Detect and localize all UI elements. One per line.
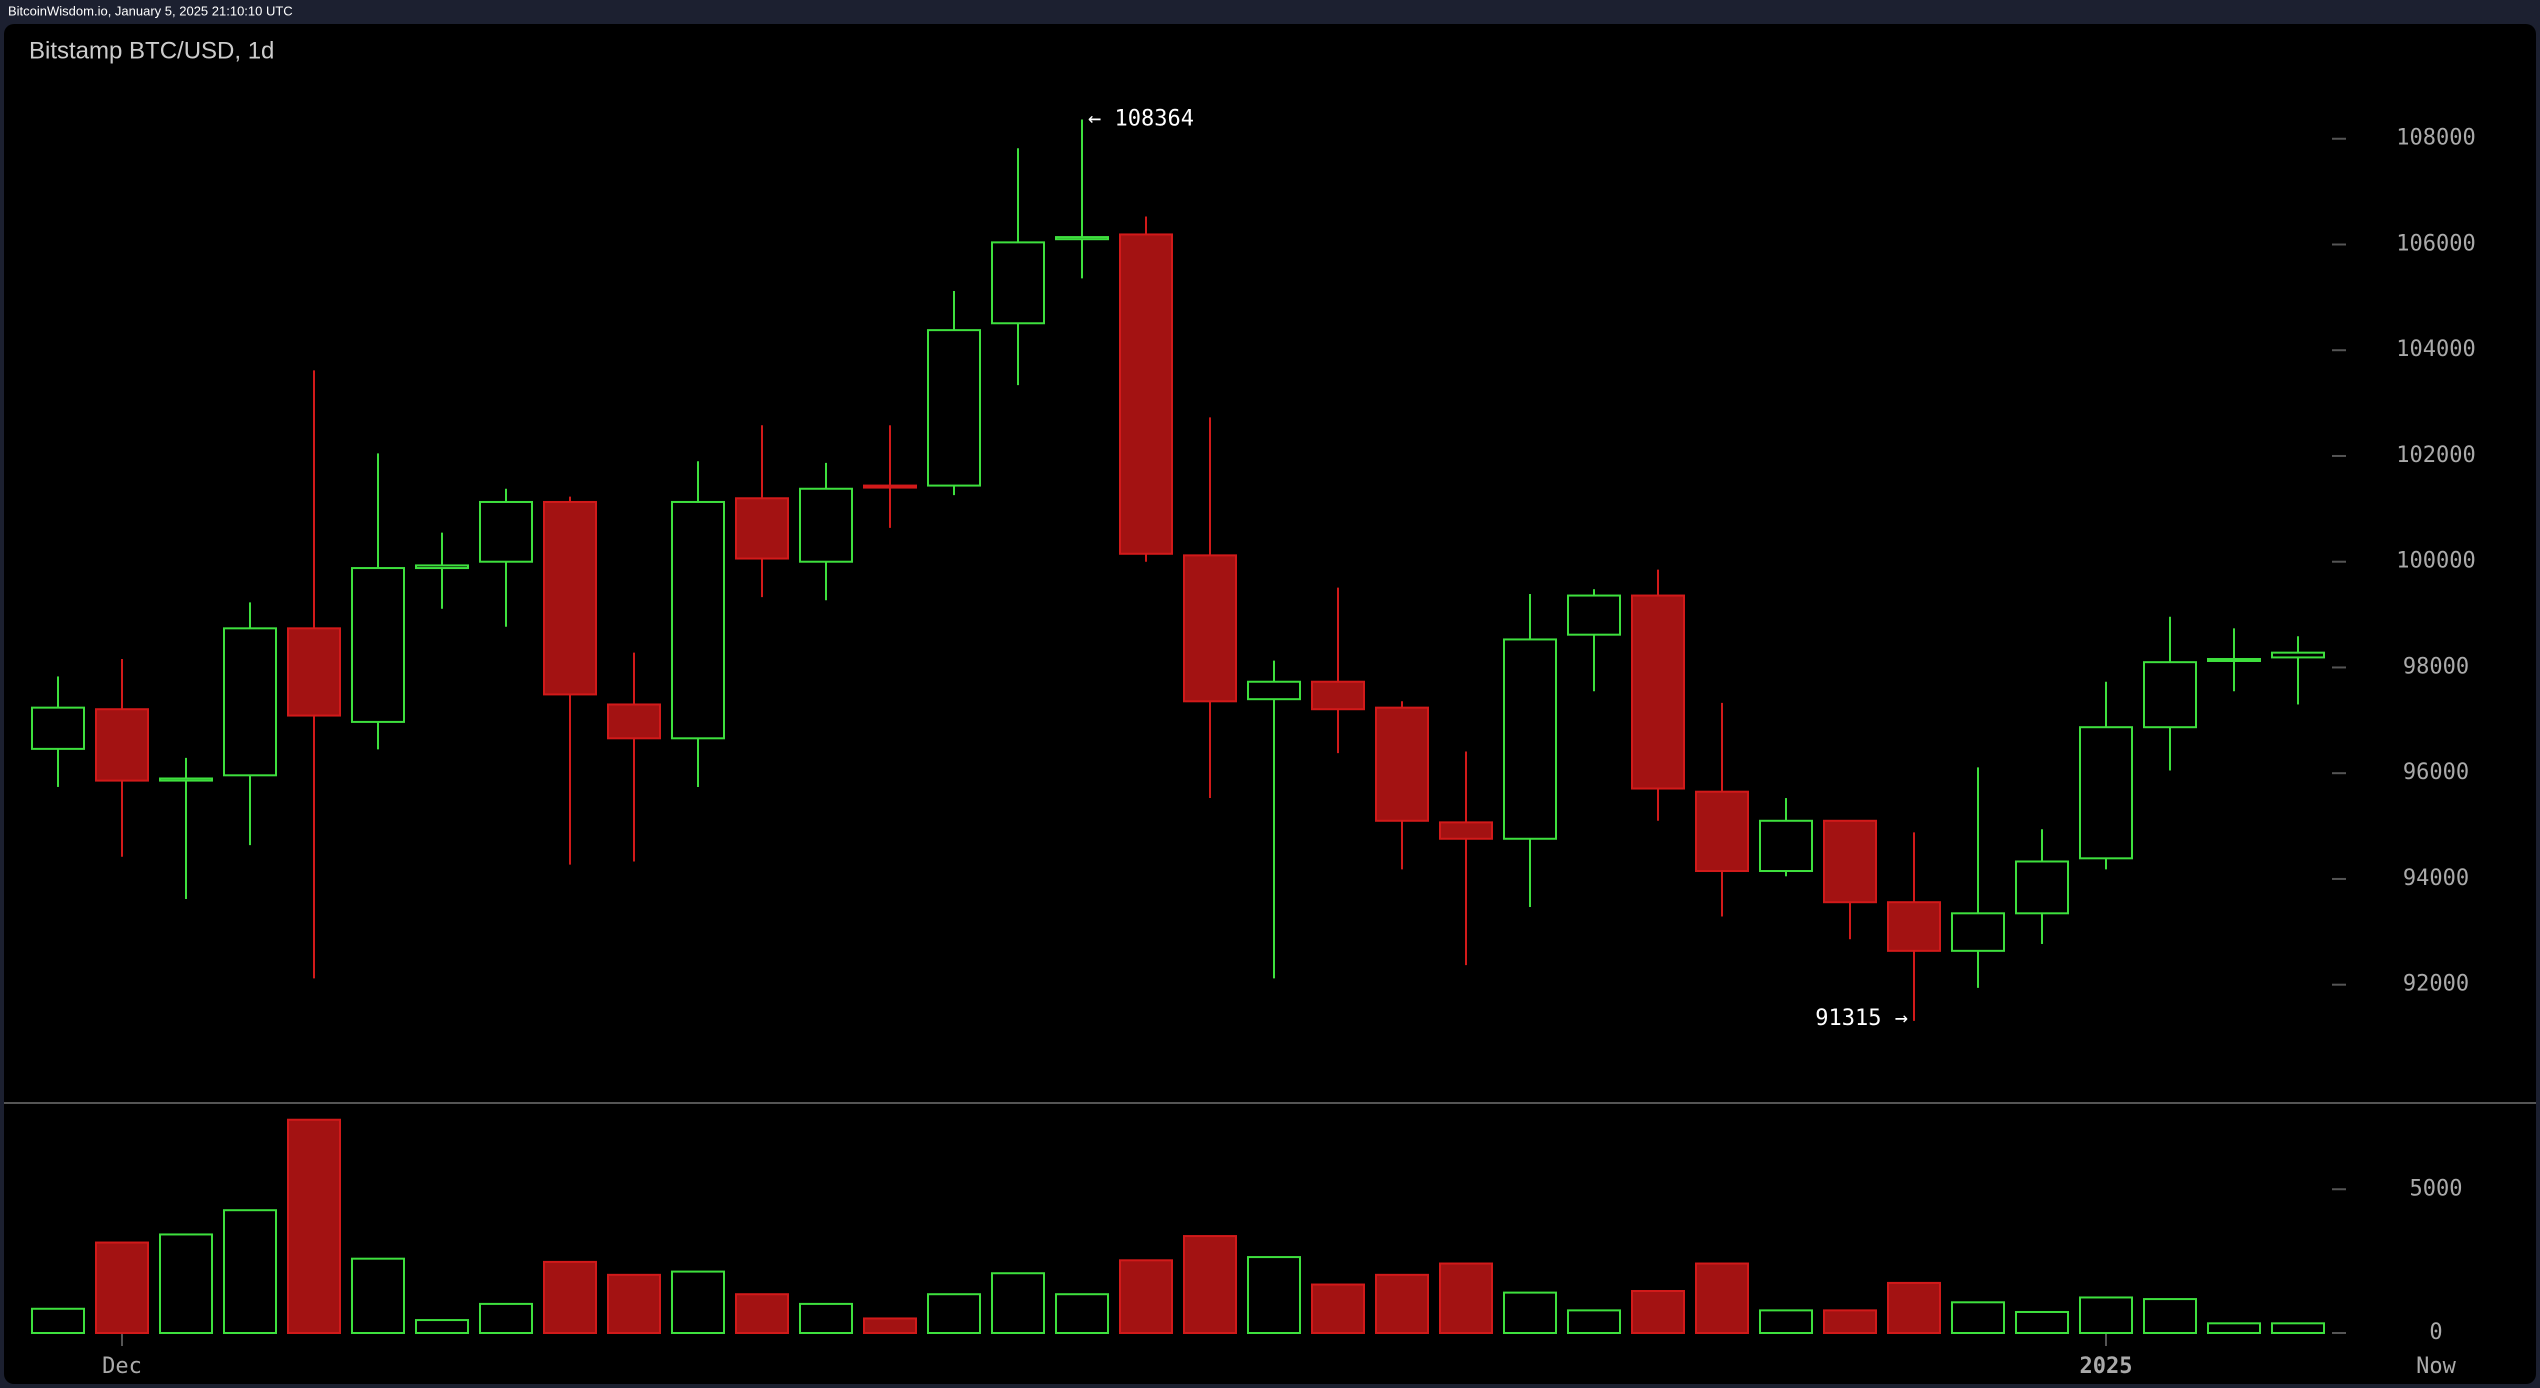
y-tick-label: 96000 (2403, 760, 2469, 785)
candle-body (1247, 680, 1301, 701)
y-tick-label: 0 (2429, 1320, 2442, 1345)
candle-body (95, 708, 149, 782)
candle-body (1695, 790, 1749, 873)
annotation: ← 108364 (1088, 106, 1194, 131)
candle-body (927, 329, 981, 487)
volume-bar (543, 1260, 597, 1334)
candle-body (2079, 726, 2133, 860)
volume-bar (159, 1233, 213, 1334)
volume-bar (671, 1270, 725, 1334)
candle-body (159, 777, 213, 782)
volume-bar (1823, 1309, 1877, 1335)
candle-body (1951, 912, 2005, 952)
volume-bar (1183, 1235, 1237, 1335)
volume-bar (1311, 1283, 1365, 1334)
y-tick-label: 102000 (2396, 443, 2475, 468)
candle-body (351, 567, 405, 723)
candle-body (1887, 901, 1941, 952)
candle-body (735, 497, 789, 560)
volume-bar (1247, 1256, 1301, 1335)
volume-bar (95, 1241, 149, 1335)
candle-body (1055, 236, 1109, 241)
y-tick-label: 94000 (2403, 866, 2469, 891)
volume-bar (1503, 1291, 1557, 1334)
y-tick-label: 108000 (2396, 126, 2475, 151)
candle-body (2271, 651, 2325, 659)
candle-body (1759, 819, 1813, 873)
volume-bar (223, 1209, 277, 1334)
plot-background (4, 24, 2536, 1384)
candle-body (671, 500, 725, 740)
volume-bar (2143, 1298, 2197, 1334)
candle-body (799, 487, 853, 563)
candle-body (1183, 554, 1237, 703)
volume-bar (415, 1319, 469, 1334)
volume-bar (927, 1293, 981, 1335)
candle-body (415, 564, 469, 570)
volume-bar (2015, 1310, 2069, 1335)
candle-body (1823, 819, 1877, 904)
volume-bar (1375, 1273, 1429, 1334)
volume-bar (287, 1118, 341, 1335)
volume-bar (1695, 1262, 1749, 1334)
candle-body (1567, 594, 1621, 636)
volume-bar (31, 1307, 85, 1335)
candle-body (2207, 657, 2261, 662)
volume-bar (735, 1293, 789, 1335)
candle-body (223, 627, 277, 777)
y-tick-label: 104000 (2396, 337, 2475, 362)
volume-bar (607, 1273, 661, 1334)
chart-title: Bitstamp BTC/USD, 1d (29, 37, 274, 64)
y-tick-label: 5000 (2410, 1176, 2463, 1201)
candle-body (1311, 680, 1365, 711)
annotation: 91315 → (1815, 1006, 1908, 1031)
volume-bar (2271, 1322, 2325, 1335)
candle-body (1631, 594, 1685, 790)
y-tick-label: 92000 (2403, 972, 2469, 997)
volume-bar (1759, 1309, 1813, 1335)
volume-bar (479, 1302, 533, 1335)
candle-body (287, 627, 341, 717)
volume-bar (799, 1302, 853, 1335)
y-tick-label: 100000 (2396, 549, 2475, 574)
volume-bar (1055, 1293, 1109, 1335)
candle-body (1375, 706, 1429, 822)
candle-body (863, 484, 917, 489)
volume-bar (2207, 1322, 2261, 1335)
candle-body (1439, 821, 1493, 840)
x-tick-label: Dec (102, 1354, 142, 1379)
volume-bar (1887, 1281, 1941, 1334)
volume-bar (1439, 1262, 1493, 1334)
volume-bar (1567, 1309, 1621, 1335)
now-label: Now (2416, 1354, 2456, 1379)
volume-bar (351, 1257, 405, 1335)
volume-bar (1951, 1301, 2005, 1335)
candle-body (607, 703, 661, 740)
candle-body (1119, 233, 1173, 555)
candle-body (1503, 638, 1557, 840)
volume-bar (1119, 1259, 1173, 1335)
volume-bar (863, 1317, 917, 1335)
volume-bar (991, 1272, 1045, 1335)
candle-body (31, 706, 85, 750)
candle-body (2015, 860, 2069, 915)
candle-body (2143, 661, 2197, 729)
header: BitcoinWisdom.io, January 5, 2025 21:10:… (8, 3, 293, 18)
volume-bar (2079, 1296, 2133, 1334)
y-tick-label: 106000 (2396, 231, 2475, 256)
candle-body (479, 500, 533, 563)
candle-body (991, 241, 1045, 325)
candle-body (543, 500, 597, 696)
x-tick-label: 2025 (2080, 1354, 2133, 1379)
volume-bar (1631, 1289, 1685, 1334)
y-tick-label: 98000 (2403, 654, 2469, 679)
